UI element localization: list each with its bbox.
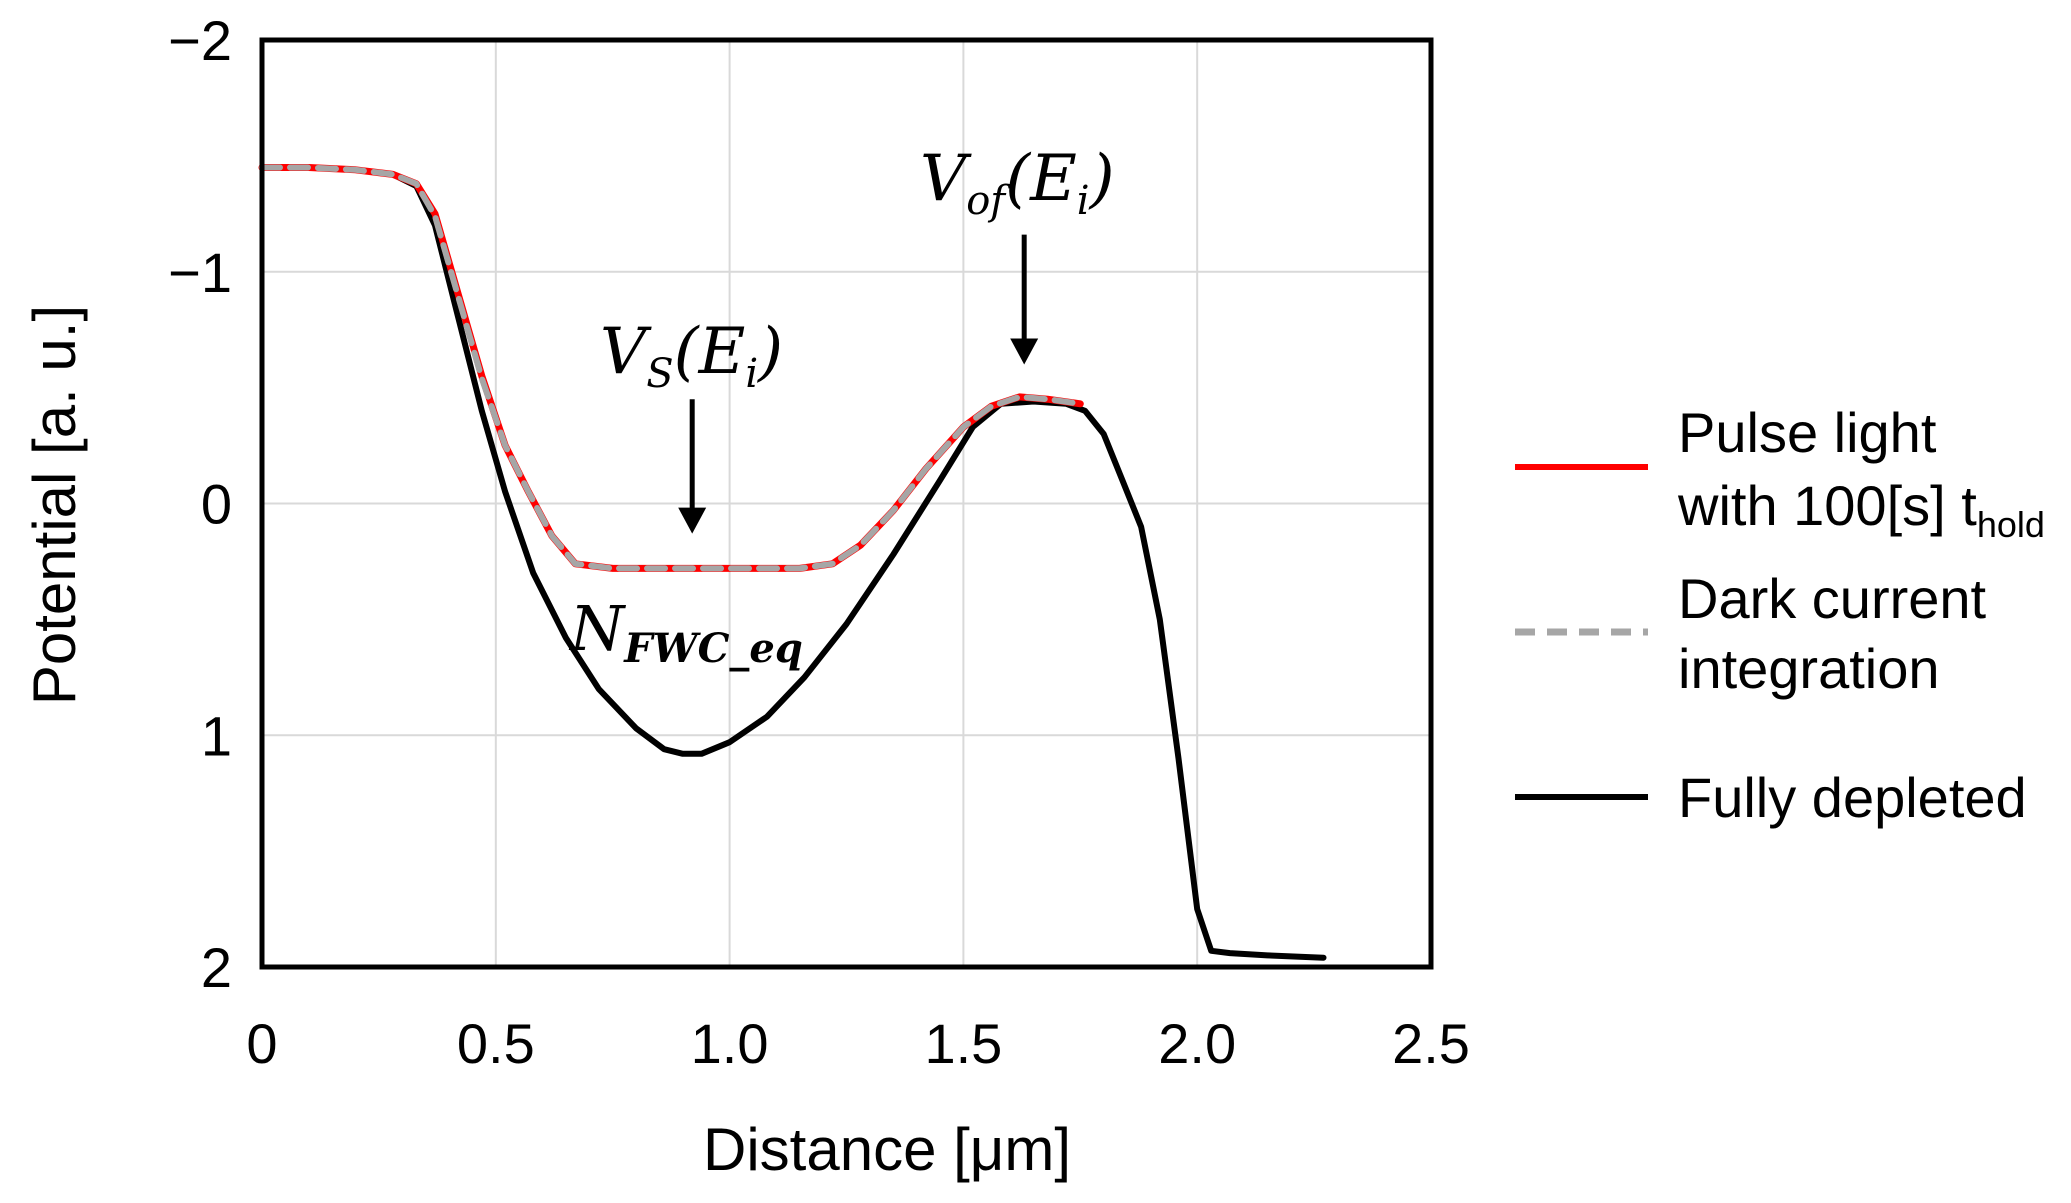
series-line-1 xyxy=(259,164,1084,572)
vs-annotation: VS(Ei) xyxy=(600,315,783,397)
vs-label-main: V xyxy=(600,315,652,389)
legend-label-pulse-light-sub: hold xyxy=(1977,504,2045,545)
grid-lines xyxy=(261,39,1432,968)
legend-label-dark-current-line2: integration xyxy=(1678,637,1940,700)
vof-label-close: ) xyxy=(1088,142,1115,216)
y-tick-label: −2 xyxy=(168,9,232,72)
series-lines xyxy=(258,164,1327,961)
x-tick-label: 2.5 xyxy=(1392,1012,1470,1075)
legend-label-pulse-light-line1: Pulse light xyxy=(1678,401,1937,464)
y-tick-label: 0 xyxy=(201,473,232,536)
svg-text:VS(Ei): VS(Ei) xyxy=(600,315,783,397)
x-tick-label: 1.5 xyxy=(924,1012,1002,1075)
y-axis-title: Potential [a. u.] xyxy=(21,305,88,705)
vof-label-main: V xyxy=(920,142,972,216)
x-tick-labels: 0 0.5 1.0 1.5 2.0 2.5 xyxy=(246,1012,1470,1075)
x-tick-label: 2.0 xyxy=(1158,1012,1236,1075)
vs-label-rest-sub: i xyxy=(745,351,758,397)
vs-arrow-head xyxy=(678,507,707,534)
x-axis-title: Distance [μm] xyxy=(703,1116,1071,1183)
legend-label-fully-depleted: Fully depleted xyxy=(1678,766,2027,829)
y-tick-label: 1 xyxy=(201,704,232,767)
vs-label-rest: (E xyxy=(674,315,746,389)
series-line-2 xyxy=(259,164,1327,961)
x-tick-label: 0 xyxy=(246,1012,277,1075)
svg-text:Vof(Ei): Vof(Ei) xyxy=(920,142,1115,224)
annotations: VS(Ei) Vof(Ei) NFWC_eq xyxy=(568,142,1115,672)
x-tick-label: 1.0 xyxy=(691,1012,769,1075)
y-tick-label: 2 xyxy=(201,936,232,999)
x-tick-label: 0.5 xyxy=(457,1012,535,1075)
vof-arrow-head xyxy=(1010,338,1039,365)
legend-label-pulse-light-main: with 100[s] t xyxy=(1677,474,1977,537)
plot-frame xyxy=(259,37,1434,970)
vs-label-sub: S xyxy=(646,351,673,397)
legend-label-pulse-light-line2: with 100[s] thold xyxy=(1677,474,2045,545)
vs-label-close: ) xyxy=(756,315,783,389)
vof-annotation: Vof(Ei) xyxy=(920,142,1115,224)
y-tick-labels: −2 −1 0 1 2 xyxy=(168,9,232,999)
vof-label-sub: of xyxy=(966,178,1011,224)
nfwc-label-main: N xyxy=(568,592,627,665)
y-tick-label: −1 xyxy=(168,241,232,304)
legend: Pulse light with 100[s] thold Dark curre… xyxy=(1515,401,2045,829)
vof-label-rest: (E xyxy=(1005,142,1077,216)
svg-text:NFWC_eq: NFWC_eq xyxy=(568,592,803,672)
nfwc-annotation: NFWC_eq xyxy=(568,592,803,672)
nfwc-label-sub: FWC_eq xyxy=(623,625,803,672)
annotation-arrows xyxy=(678,234,1039,534)
legend-label-dark-current-line1: Dark current xyxy=(1678,567,1987,630)
vof-label-rest-sub: i xyxy=(1077,178,1090,224)
